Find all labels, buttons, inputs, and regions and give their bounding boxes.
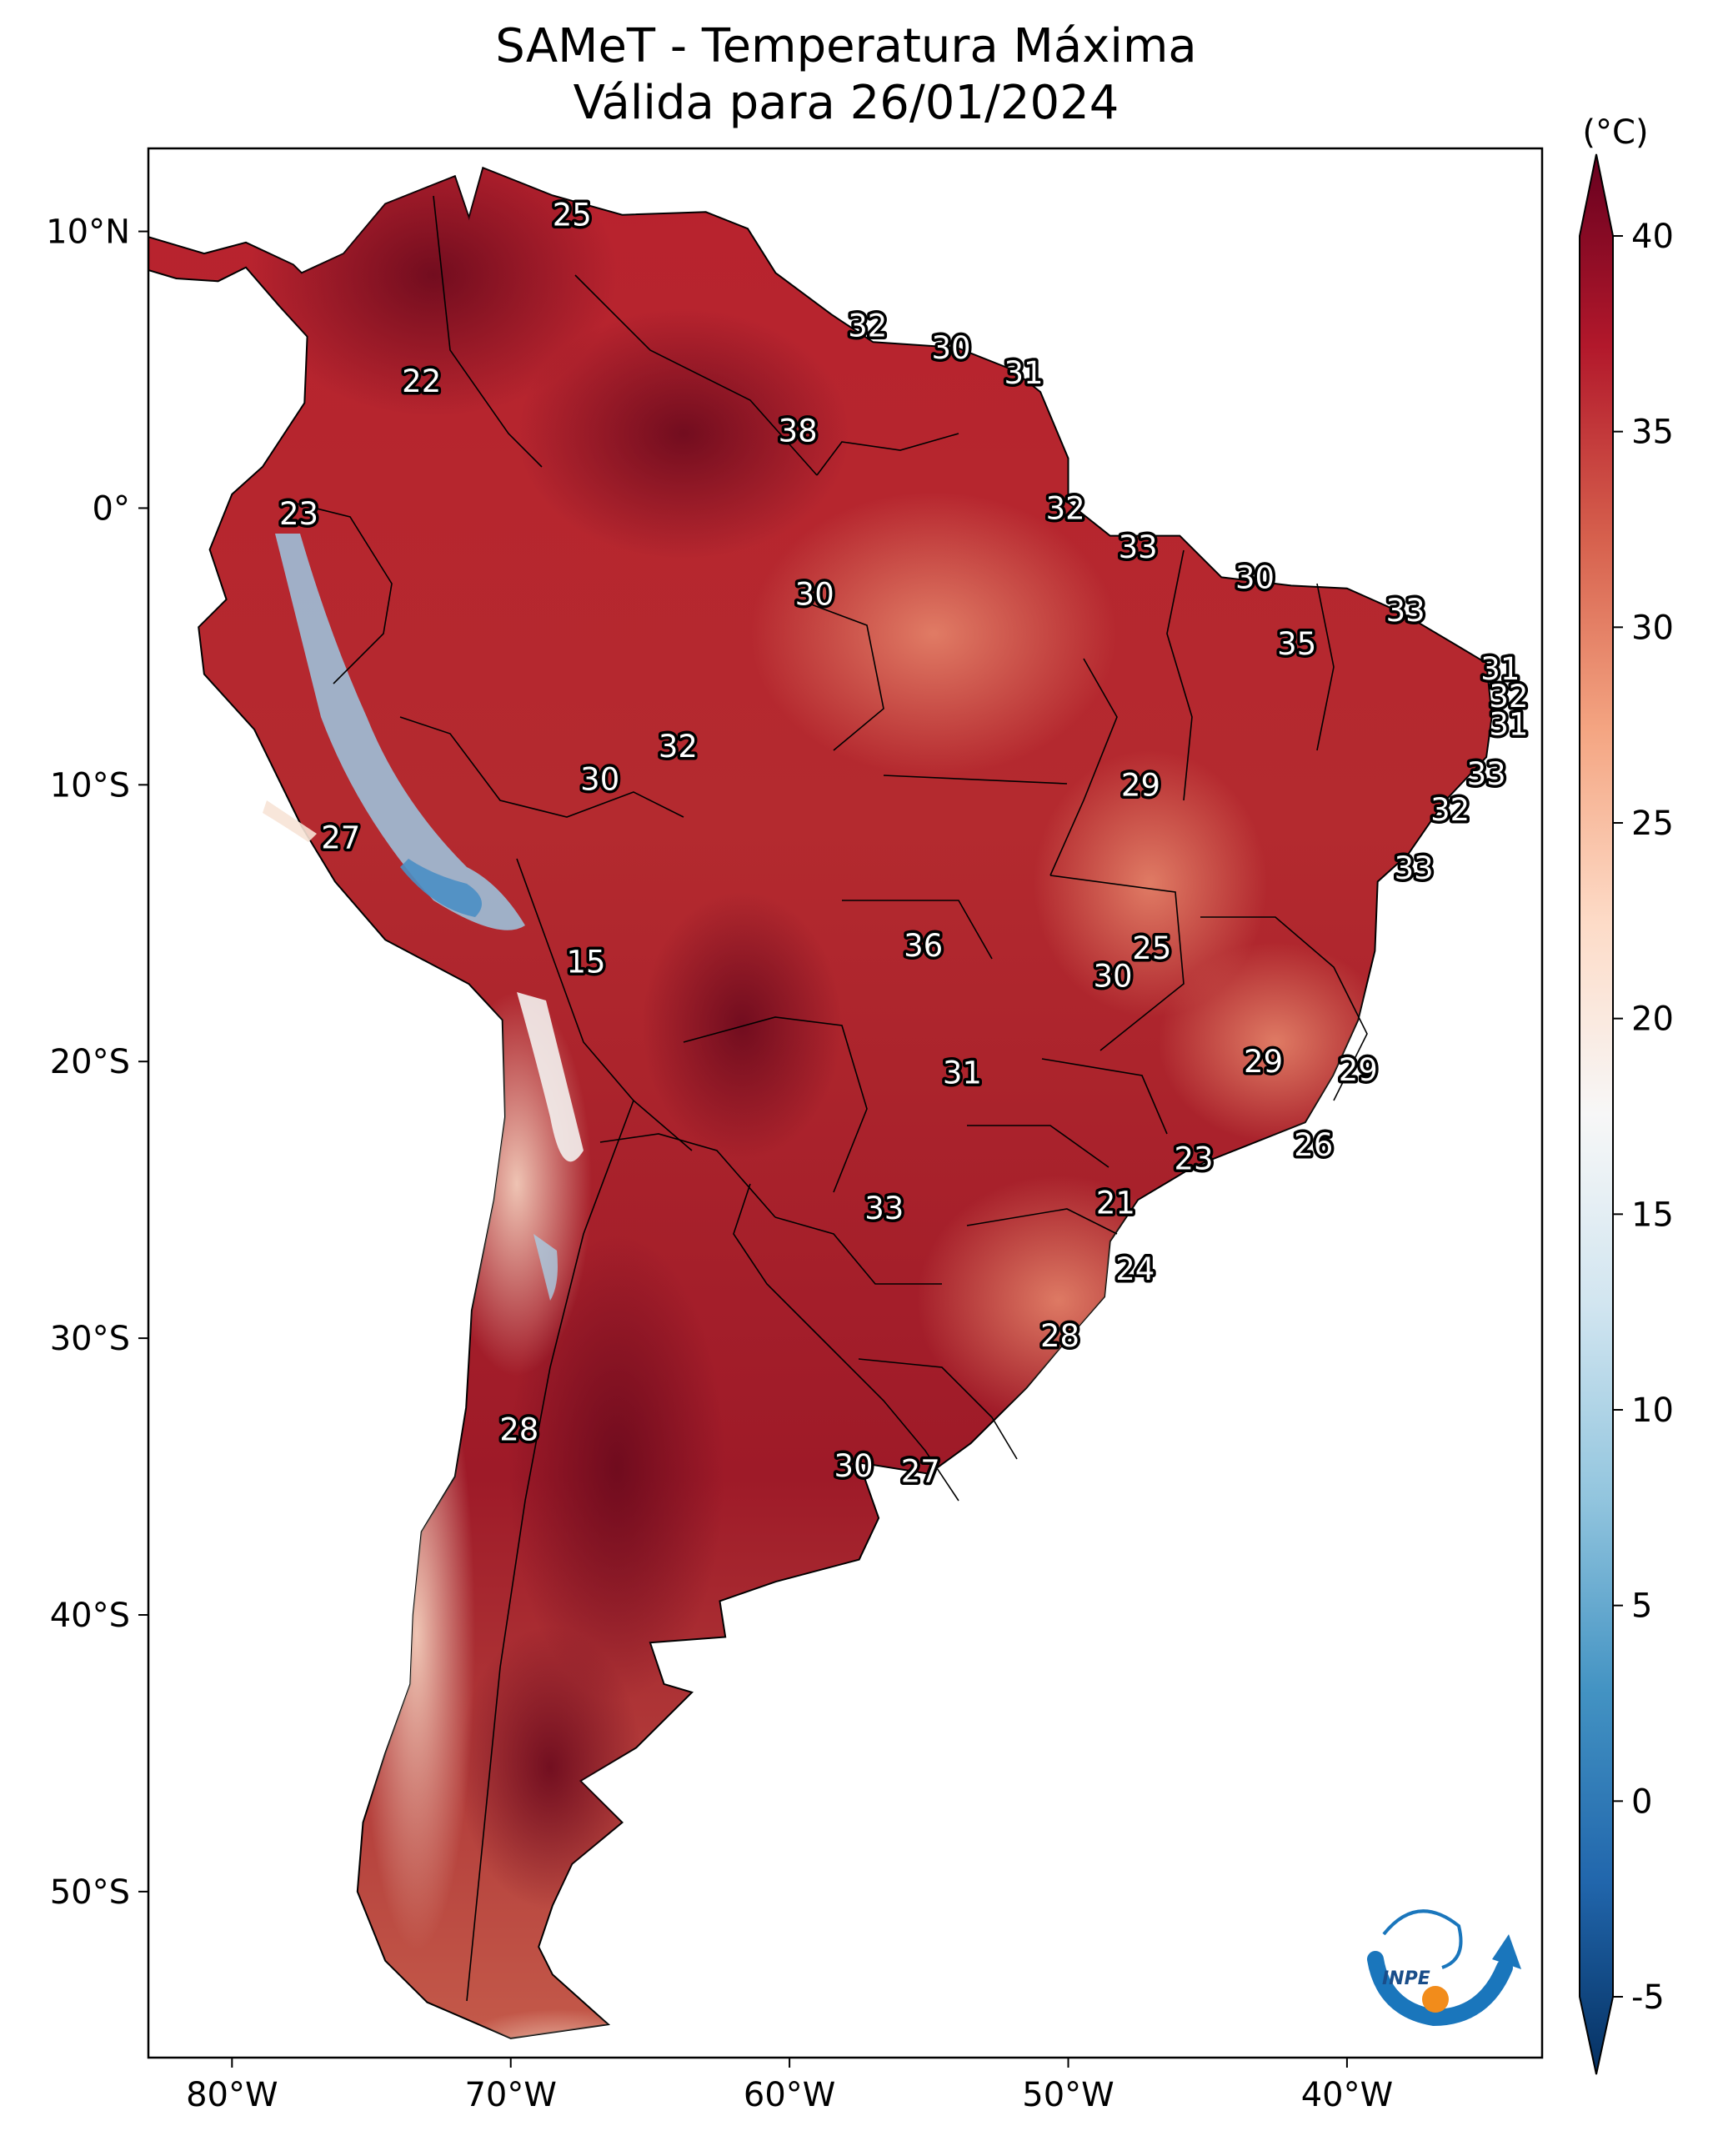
colorbar-unit-label: (°C) [1582, 113, 1648, 152]
map-frame [147, 147, 1544, 2059]
temperature-label: 25 [553, 198, 592, 233]
colorbar-tick-label: -5 [1631, 1978, 1665, 2017]
y-tick-label: 30°S [50, 1320, 130, 1358]
map-title: SAMeT - Temperatura Máxima Válida para 2… [150, 18, 1542, 132]
temperature-label: 30 [834, 1448, 873, 1484]
colorbar-tick-label: 20 [1631, 1000, 1674, 1039]
temperature-label: 33 [1467, 756, 1506, 792]
temperature-label: 23 [279, 496, 318, 532]
y-tick-label: 0° [93, 489, 130, 528]
temperature-label: 31 [1480, 651, 1520, 687]
inpe-logo: INPE [1367, 1909, 1521, 2027]
temperature-label: 23 [1174, 1141, 1213, 1176]
colorbar: 40 35 30 25 20 15 10 5 0 -5 (°C) [1579, 113, 1674, 2075]
temperature-label: 32 [1489, 679, 1528, 714]
x-tick-label: 50°W [1022, 2076, 1114, 2114]
temperature-label: 30 [580, 762, 619, 798]
temperature-label: 15 [566, 945, 605, 980]
temperature-label: 28 [1040, 1318, 1079, 1354]
colorbar-tick-label: 10 [1631, 1391, 1674, 1430]
country-borders [283, 195, 1368, 2002]
colorbar-ticks: 40 35 30 25 20 15 10 5 0 -5 [1613, 218, 1674, 2017]
temperature-label: 30 [1093, 958, 1132, 994]
south-america-landmass [148, 166, 1493, 2039]
x-tick-label: 40°W [1301, 2076, 1393, 2114]
temperature-label: 31 [943, 1055, 982, 1091]
temperature-label: 32 [659, 729, 698, 765]
y-tick-label: 10°N [46, 213, 130, 252]
temperature-label: 27 [321, 820, 360, 855]
temperature-label: 29 [1339, 1052, 1378, 1088]
y-tick-label: 40°S [50, 1597, 130, 1635]
y-tick-label: 20°S [50, 1043, 130, 1081]
temperature-label: 27 [901, 1453, 940, 1489]
y-tick-label: 50°S [50, 1873, 130, 1912]
temperature-label: 36 [904, 928, 943, 964]
temperature-label: 25 [1132, 930, 1171, 966]
temperature-label: 30 [932, 330, 971, 366]
temperature-label: 35 [1277, 626, 1316, 662]
colorbar-tick-label: 30 [1631, 609, 1674, 647]
colorbar-tick-label: 0 [1631, 1782, 1652, 1821]
inpe-logo-text: INPE [1382, 1968, 1430, 1989]
x-tick-label: 80°W [186, 2076, 278, 2114]
temperature-label: 29 [1121, 767, 1160, 803]
x-axis-ticks: 80°W 70°W 60°W 50°W 40°W [186, 2058, 1393, 2114]
colorbar-tick-label: 5 [1631, 1587, 1652, 1626]
temperature-label: 32 [848, 308, 887, 343]
colorbar-bar [1579, 153, 1614, 2075]
temperature-label: 22 [402, 364, 441, 399]
colorbar-tick-label: 15 [1631, 1196, 1674, 1234]
x-tick-label: 70°W [464, 2076, 556, 2114]
title-line-2: Válida para 26/01/2024 [573, 76, 1119, 130]
temperature-label: 28 [499, 1412, 538, 1448]
andes-cold-band [275, 534, 525, 930]
temperature-label: 33 [1395, 850, 1434, 886]
temperature-label: 30 [1235, 559, 1275, 595]
temperature-label: 30 [795, 576, 834, 612]
y-axis-ticks: 10°N 0° 10°S 20°S 30°S 40°S 50°S [46, 213, 148, 1912]
temperature-label: 21 [1096, 1185, 1135, 1221]
temperature-label: 24 [1115, 1251, 1155, 1287]
temperature-label: 33 [864, 1191, 904, 1226]
temperature-label: 38 [779, 414, 818, 449]
temperature-label: 31 [1489, 706, 1528, 742]
temperature-label: 29 [1244, 1044, 1283, 1080]
colorbar-tick-label: 25 [1631, 805, 1674, 843]
y-tick-label: 10°S [50, 766, 130, 805]
colorbar-tick-label: 35 [1631, 414, 1674, 452]
temperature-label: 26 [1294, 1127, 1333, 1163]
x-tick-label: 60°W [744, 2076, 835, 2114]
temperature-label: 32 [1046, 490, 1085, 526]
title-line-1: SAMeT - Temperatura Máxima [495, 19, 1197, 73]
temperature-label: 31 [1004, 355, 1043, 391]
temperature-label: 33 [1386, 593, 1425, 629]
temperature-label: 32 [1430, 792, 1470, 828]
temperature-label: 33 [1119, 529, 1158, 565]
colorbar-tick-label: 40 [1631, 218, 1674, 256]
